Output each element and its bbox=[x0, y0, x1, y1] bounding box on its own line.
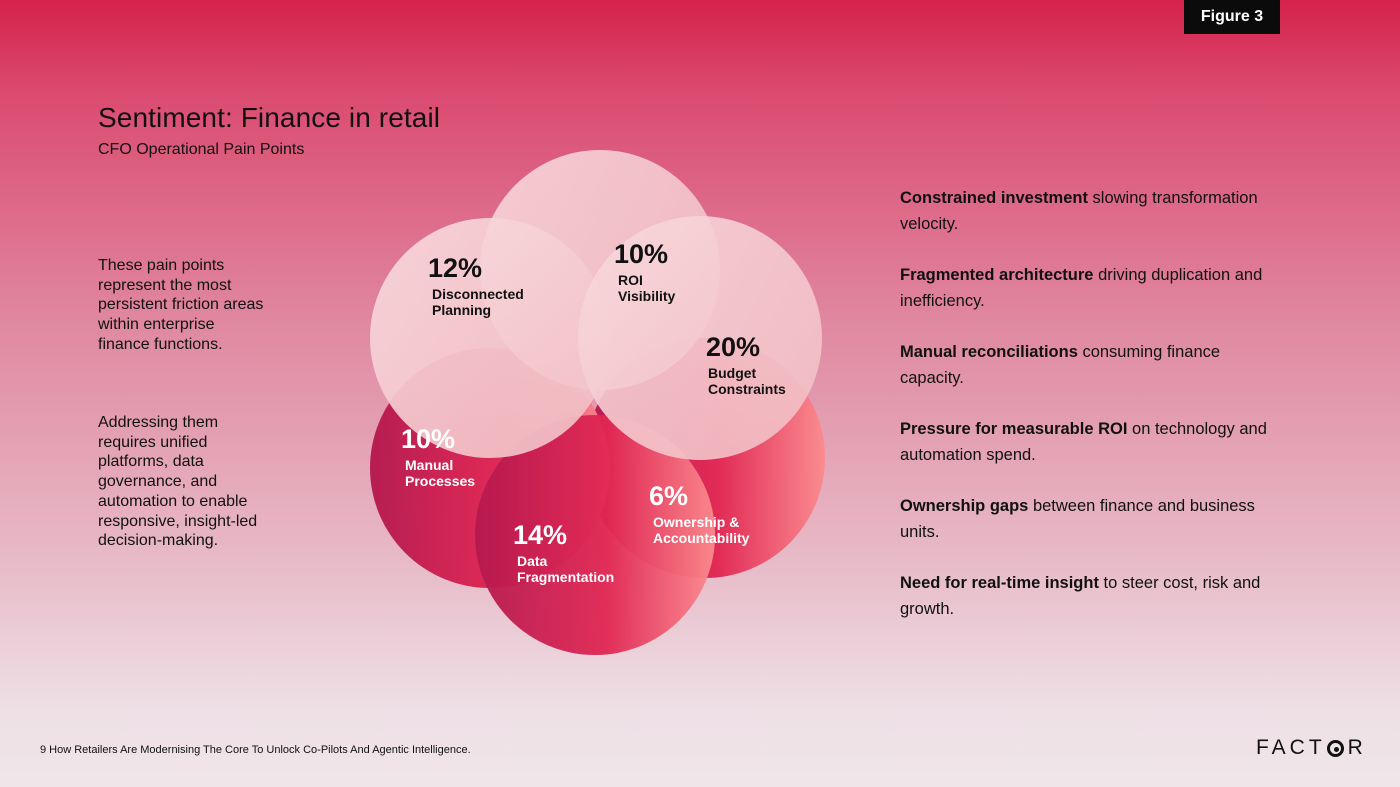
key-point: Fragmented architecture driving duplicat… bbox=[900, 266, 1263, 310]
label-ownership-accountability: 6% Ownership & Accountability bbox=[649, 481, 750, 547]
intro-paragraph: These pain points represent the most per… bbox=[98, 257, 264, 353]
action-paragraph: Addressing them requires unified platfor… bbox=[98, 414, 258, 550]
name-budget-constraints: Budget Constraints bbox=[708, 365, 786, 397]
pain-points-flower-diagram: 12% Disconnected Planning 10% ROI Visibili… bbox=[360, 145, 840, 665]
key-point: Manual reconciliations consuming finance… bbox=[900, 343, 1221, 387]
page-footer: 9 How Retailers Are Modernising The Core… bbox=[40, 744, 471, 756]
percent-roi-visibility: 10% bbox=[614, 239, 669, 269]
name-disconnected-planning: Disconnected Planning bbox=[432, 286, 524, 318]
name-manual-processes: Manual Processes bbox=[405, 457, 476, 489]
page-subtitle: CFO Operational Pain Points bbox=[98, 141, 305, 158]
key-point: Pressure for measurable ROI on technolog… bbox=[900, 420, 1267, 464]
factor-logo: FACT R bbox=[1256, 736, 1367, 759]
segment-data-fragmentation bbox=[475, 415, 715, 655]
percent-manual-processes: 10% bbox=[401, 424, 456, 454]
figure-tag: Figure 3 bbox=[1184, 0, 1280, 34]
key-point: Constrained investment slowing transform… bbox=[900, 189, 1258, 233]
percent-data-fragmentation: 14% bbox=[513, 520, 568, 550]
name-roi-visibility: ROI Visibility bbox=[618, 272, 676, 304]
logo-o-mark bbox=[1326, 739, 1344, 757]
name-ownership-accountability: Ownership & Accountability bbox=[653, 514, 750, 546]
label-manual-processes: 10% Manual Processes bbox=[401, 424, 476, 490]
key-point: Ownership gaps between finance and busin… bbox=[900, 497, 1255, 541]
page-title: Sentiment: Finance in retail bbox=[98, 102, 441, 133]
label-data-fragmentation: 14% Data Fragmentation bbox=[513, 520, 615, 586]
key-point: Need for real-time insight to steer cost… bbox=[900, 574, 1261, 618]
flower-diagram-svg bbox=[370, 150, 825, 655]
percent-ownership-accountability: 6% bbox=[649, 481, 689, 511]
percent-disconnected-planning: 12% bbox=[428, 253, 483, 283]
key-points-list: Constrained investment slowing transform… bbox=[900, 185, 1280, 647]
label-roi-visibility: 10% ROI Visibility bbox=[614, 239, 676, 305]
name-data-fragmentation: Data Fragmentation bbox=[517, 553, 615, 585]
label-disconnected-planning: 12% Disconnected Planning bbox=[428, 253, 524, 319]
segment-budget-constraints bbox=[578, 216, 822, 460]
label-budget-constraints: 20% Budget Constraints bbox=[706, 332, 786, 398]
percent-budget-constraints: 20% bbox=[706, 332, 761, 362]
